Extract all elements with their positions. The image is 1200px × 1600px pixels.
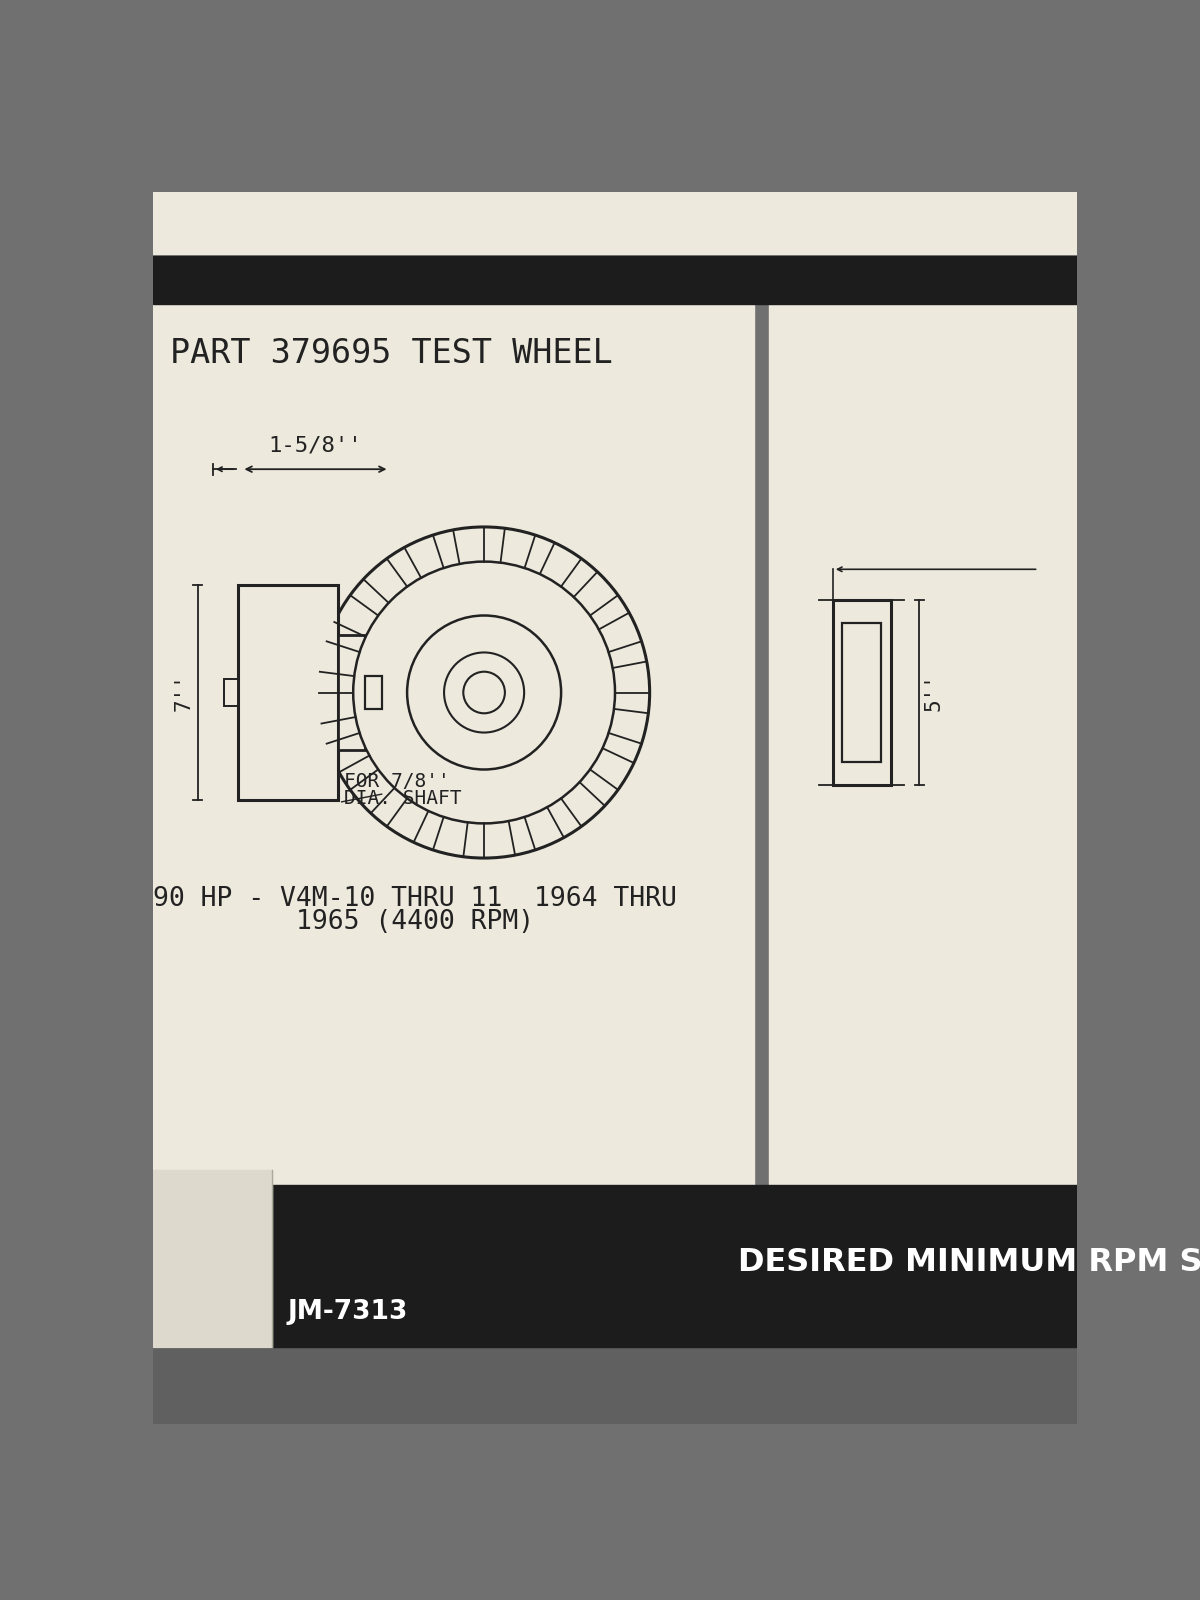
Bar [769,304,1078,1216]
Bar [154,1186,1078,1347]
Bar [154,304,754,1216]
Circle shape [318,526,649,858]
Text: FOR 7/8'': FOR 7/8'' [344,773,450,790]
Text: PART 379695 TEST WHEEL: PART 379695 TEST WHEEL [170,338,613,370]
Text: DESIRED MINIMUM RPM SHOWN I: DESIRED MINIMUM RPM SHOWN I [738,1246,1200,1278]
Text: DIA. SHAFT: DIA. SHAFT [344,789,462,808]
Text: 1965 (4400 RPM): 1965 (4400 RPM) [295,909,534,934]
Text: 1-5/8'': 1-5/8'' [269,435,362,456]
Circle shape [407,616,562,770]
Bar [842,622,881,762]
Text: JM-7313: JM-7313 [288,1299,408,1325]
Bar [338,635,365,750]
Bar [154,1170,272,1347]
Bar [365,677,382,709]
Text: 90 HP - V4M-10 THRU 11  1964 THRU: 90 HP - V4M-10 THRU 11 1964 THRU [152,886,677,912]
Bar [833,600,890,786]
Circle shape [463,672,505,714]
Bar [238,584,338,800]
Text: 5'': 5'' [923,674,943,712]
Bar [224,678,238,706]
Bar [154,1347,1078,1424]
Bar [154,192,1078,253]
Circle shape [353,562,616,824]
Text: 7'': 7'' [174,674,194,712]
Circle shape [444,653,524,733]
Bar [154,256,1078,304]
